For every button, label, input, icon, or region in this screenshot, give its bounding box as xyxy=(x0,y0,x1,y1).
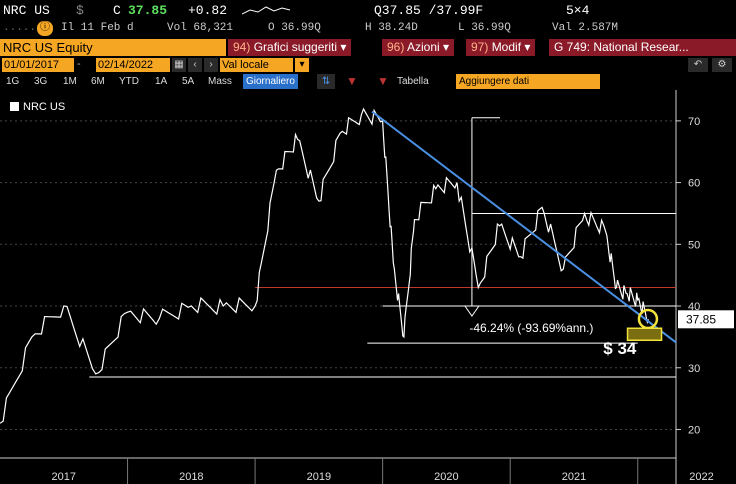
prev-icon[interactable]: ‹ xyxy=(188,58,202,72)
settings-icon[interactable]: ⚙ xyxy=(712,58,732,72)
last-price-tag-label: 37.85 xyxy=(686,312,716,326)
x-tick-label: 2017 xyxy=(52,471,76,483)
actions-button[interactable]: 96) Azioni ▾ xyxy=(382,39,455,56)
x-tick-label: 2022 xyxy=(689,471,713,483)
x-tick-label: 2020 xyxy=(434,471,458,483)
currency-mode-select[interactable]: Val locale xyxy=(220,58,293,72)
last-label: C xyxy=(113,3,121,18)
start-date-field[interactable]: 01/01/2017 xyxy=(2,58,74,72)
calendar-icon[interactable]: ▦ xyxy=(172,58,186,72)
end-date-field[interactable]: 02/14/2022 xyxy=(96,58,170,72)
target-box xyxy=(626,327,663,342)
legend: NRC US xyxy=(10,101,65,113)
last-price-tag xyxy=(678,310,734,329)
y-tick-label: 40 xyxy=(688,301,700,313)
annotation-labels: -46.24% (-93.69%ann.) $ 34 37.85 xyxy=(463,305,734,358)
function-button[interactable]: G 749: National Resear... xyxy=(549,39,736,56)
price-line xyxy=(0,107,649,424)
period-6m[interactable]: 6M xyxy=(91,76,105,87)
last-price: 37.85 xyxy=(128,3,168,18)
date-toolbar: 01/01/2017 - 02/14/2022 ▦ ‹ › Val locale… xyxy=(0,57,736,73)
x-tick-label: 2018 xyxy=(179,471,203,483)
range-dash: - xyxy=(77,58,81,70)
table-button[interactable]: Tabella xyxy=(397,76,429,87)
volume: Vol 68,321 xyxy=(167,22,234,34)
grid xyxy=(0,120,676,430)
info-icon[interactable]: ⓘ xyxy=(37,21,53,36)
trend-line xyxy=(371,110,677,344)
period-3g[interactable]: 3G xyxy=(34,76,48,87)
period-1m[interactable]: 1M xyxy=(63,76,77,87)
edit-button[interactable]: 97) Modif ▾ xyxy=(466,39,536,56)
y-tick-label: 20 xyxy=(688,424,700,436)
header-bar: NRC US Equity 94) Grafici suggeriti ▾ 96… xyxy=(0,38,736,57)
security-field[interactable]: NRC US Equity xyxy=(0,39,226,56)
x-tick-label: 2021 xyxy=(562,471,586,483)
target-price-label: $ 34 xyxy=(603,339,637,358)
x-axis: 2017 2018 2019 2020 2021 2022 xyxy=(0,457,714,484)
dropdown-icon[interactable]: ▾ xyxy=(295,58,309,72)
y-axis: 20 30 40 50 60 70 xyxy=(675,90,700,484)
frequency-select[interactable]: Giornaliero xyxy=(243,74,298,89)
period-toolbar: 1G 3G 1M 6M YTD 1A 5A Mass Giornaliero ⇅… xyxy=(0,73,736,90)
ask-bid: Q37.85 /37.99F xyxy=(374,3,484,18)
period-5a[interactable]: 5A xyxy=(182,76,195,87)
dots: ..... xyxy=(3,22,37,34)
session: Il 11 Feb d xyxy=(61,22,134,34)
period-max[interactable]: Mass xyxy=(208,76,232,87)
y-tick-label: 70 xyxy=(688,116,700,128)
y-tick-label: 50 xyxy=(688,239,700,251)
line-chart-icon[interactable]: ▼ xyxy=(346,74,358,88)
period-ytd[interactable]: YTD xyxy=(119,76,139,87)
val: Val 2.587M xyxy=(552,22,619,34)
sparkline-icon xyxy=(242,6,291,15)
currency-symbol: $ xyxy=(76,3,84,18)
annotations xyxy=(89,117,676,378)
sort-icon[interactable]: ⇅ xyxy=(317,74,335,89)
price-chart: 20 30 40 50 60 70 2017 2018 2019 2020 2021 2022 -4… xyxy=(0,90,734,484)
quote-bar: NRC US $ C 37.85 +0.82 Q37.85 /37.99F 5×… xyxy=(0,0,736,20)
y-tick-label: 60 xyxy=(688,178,700,190)
add-data-field[interactable]: Aggiungere dati xyxy=(456,74,600,89)
undo-icon[interactable]: ↶ xyxy=(688,58,708,72)
decline-label: -46.24% (-93.69%ann.) xyxy=(469,321,593,335)
open: O 36.99Q xyxy=(268,22,321,34)
low: L 36.99Q xyxy=(458,22,511,34)
period-1g[interactable]: 1G xyxy=(6,76,20,87)
legend-label: NRC US xyxy=(23,101,66,113)
table-icon[interactable]: ▼ xyxy=(377,74,389,88)
x-tick-label: 2019 xyxy=(307,471,331,483)
period-1a[interactable]: 1A xyxy=(155,76,168,87)
decline-arrow xyxy=(463,305,480,317)
change: +0.82 xyxy=(188,3,228,18)
suggested-charts-button[interactable]: 94) Grafici suggeriti ▾ xyxy=(228,39,352,56)
ticker[interactable]: NRC US xyxy=(3,3,50,18)
legend-swatch xyxy=(10,102,19,111)
series-nrc-us xyxy=(0,107,677,424)
highlight-circle xyxy=(637,308,659,330)
high: H 38.24D xyxy=(365,22,418,34)
y-tick-label: 30 xyxy=(688,363,700,375)
detail-bar: ..... ⓘ Il 11 Feb d Vol 68,321 O 36.99Q … xyxy=(0,20,736,38)
next-icon[interactable]: › xyxy=(204,58,218,72)
size: 5×4 xyxy=(566,3,590,18)
